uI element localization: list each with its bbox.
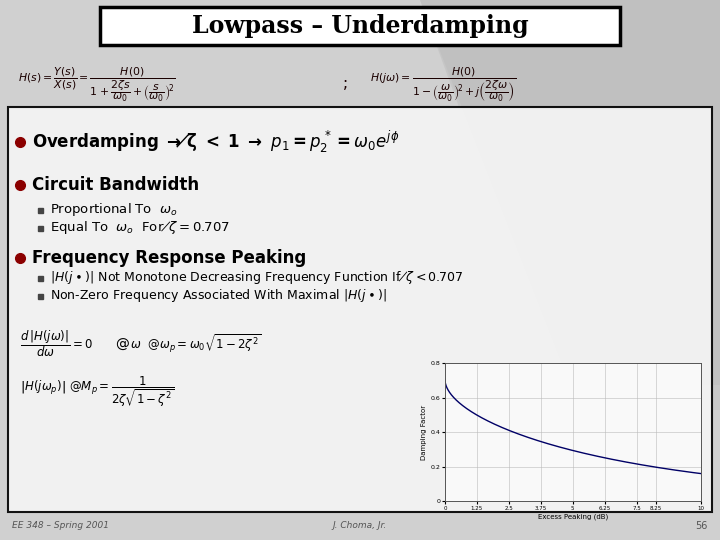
Bar	[38, 208, 43, 213]
Text: Non-Zero Frequency Associated With Maximal $|H(j\bullet)|$: Non-Zero Frequency Associated With Maxim…	[50, 287, 387, 305]
Bar	[38, 276, 43, 281]
Text: $\mathbf{Overdamping\ \rightarrow\ \not\!\zeta\ <\ 1\ \rightarrow\ }$$\boldsymbo: $\mathbf{Overdamping\ \rightarrow\ \not\…	[32, 129, 400, 155]
Text: $\left|H(j\omega_p)\right|\ @M_p = \dfrac{1}{2\zeta\sqrt{1-\zeta^2}}$: $\left|H(j\omega_p)\right|\ @M_p = \dfra…	[20, 375, 174, 409]
Y-axis label: Damping Factor: Damping Factor	[421, 404, 428, 460]
Text: $\dfrac{d\,|H(j\omega)|}{d\omega} = 0$: $\dfrac{d\,|H(j\omega)|}{d\omega} = 0$	[20, 329, 93, 359]
Bar	[38, 294, 43, 299]
Text: EE 348 – Spring 2001: EE 348 – Spring 2001	[12, 522, 109, 530]
FancyBboxPatch shape	[8, 107, 712, 512]
Text: J. Choma, Jr.: J. Choma, Jr.	[333, 522, 387, 530]
Text: Lowpass – Underdamping: Lowpass – Underdamping	[192, 14, 528, 38]
Text: $@$: $@$	[115, 336, 130, 352]
Bar	[38, 226, 43, 231]
Text: Circuit Bandwidth: Circuit Bandwidth	[32, 176, 199, 194]
Text: $H(s) = \dfrac{Y(s)}{X(s)} = \dfrac{H(0)}{1+\dfrac{2\zeta s}{\omega_0}+\left(\df: $H(s) = \dfrac{Y(s)}{X(s)} = \dfrac{H(0)…	[18, 66, 175, 104]
Polygon shape	[420, 0, 720, 410]
FancyBboxPatch shape	[100, 7, 620, 45]
Text: Frequency Response Peaking: Frequency Response Peaking	[32, 249, 306, 267]
Polygon shape	[420, 0, 720, 385]
X-axis label: Excess Peaking (dB): Excess Peaking (dB)	[538, 514, 608, 520]
Text: Equal To  $\omega_o$  For  $\not\!\zeta = 0.707$: Equal To $\omega_o$ For $\not\!\zeta = 0…	[50, 219, 230, 237]
Text: $|H(j\bullet)|$ Not Monotone Decreasing Frequency Function If  $\not\!\zeta < 0.: $|H(j\bullet)|$ Not Monotone Decreasing …	[50, 269, 464, 287]
Text: Proportional To  $\omega_o$: Proportional To $\omega_o$	[50, 201, 178, 219]
Text: $;$: $;$	[342, 78, 348, 92]
Text: $\omega\ \ @\omega_p = \omega_0\sqrt{1-2\zeta^2}$: $\omega\ \ @\omega_p = \omega_0\sqrt{1-2…	[130, 333, 261, 355]
Text: 56: 56	[696, 521, 708, 531]
Text: $H(j\omega) = \dfrac{H(0)}{1-\left(\dfrac{\omega}{\omega_0}\right)^{\!2}+j\left(: $H(j\omega) = \dfrac{H(0)}{1-\left(\dfra…	[370, 66, 516, 104]
